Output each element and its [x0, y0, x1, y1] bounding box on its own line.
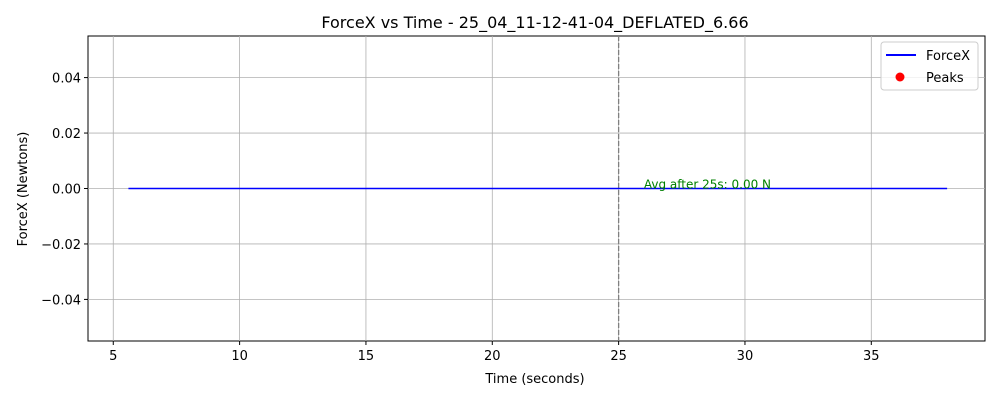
annotation-layer: Avg after 25s: 0.00 N [644, 178, 771, 192]
y-tick-label: −0.02 [41, 238, 81, 253]
y-axis-ticks: −0.04 −0.02 0.00 0.02 0.04 [41, 72, 88, 308]
y-axis-label: ForceX (Newtons) [16, 132, 31, 247]
legend-peaks-swatch [895, 72, 905, 82]
y-tick-label: 0.00 [52, 183, 81, 198]
x-tick-label: 10 [231, 349, 248, 364]
legend-forcex-label: ForceX [926, 49, 970, 64]
y-tick-label: 0.02 [52, 127, 81, 142]
legend: ForceX Peaks [880, 41, 979, 91]
annotation-label: Avg after 25s: 0.00 N [644, 178, 771, 192]
y-tick-label: 0.04 [52, 72, 81, 87]
x-tick-label: 25 [610, 349, 627, 364]
x-tick-label: 35 [863, 349, 880, 364]
x-axis-ticks: 5 10 15 20 25 30 35 [109, 341, 880, 364]
chart-title: ForceX vs Time - 25_04_11-12-41-04_DEFLA… [321, 13, 748, 33]
x-tick-label: 30 [737, 349, 754, 364]
x-axis-label: Time (seconds) [484, 372, 584, 387]
x-tick-label: 5 [109, 349, 117, 364]
x-tick-label: 15 [358, 349, 375, 364]
x-tick-label: 20 [484, 349, 501, 364]
legend-peaks-label: Peaks [926, 71, 964, 86]
y-tick-label: −0.04 [41, 293, 81, 308]
